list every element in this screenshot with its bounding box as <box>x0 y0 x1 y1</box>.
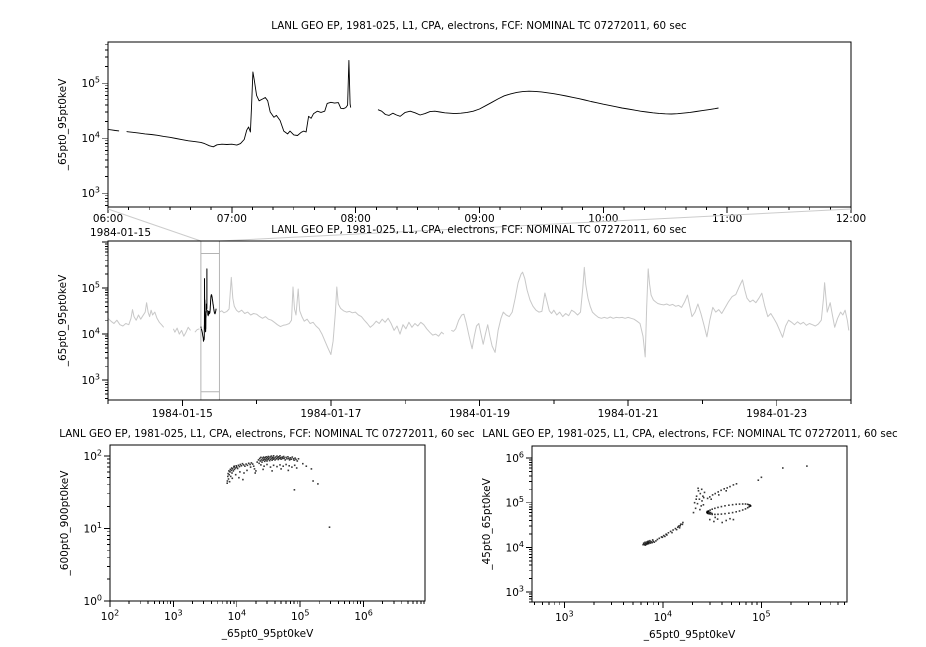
date-annotation: 1984-01-15 <box>90 227 151 239</box>
y-axis-label: _45pt0_65pt0keV <box>481 477 493 570</box>
x-axis-tick-label: 106 <box>354 609 372 624</box>
x-axis-tick-label: 09:00 <box>464 213 494 225</box>
plot-frame <box>107 41 852 208</box>
scatter-points <box>226 455 331 528</box>
x-axis-label: _65pt0_95pt0keV <box>643 629 736 641</box>
y-axis-label: _65pt0_95pt0keV <box>57 78 69 171</box>
x-axis-tick-label: 102 <box>101 609 119 624</box>
y-axis-tick-label: 104 <box>506 540 524 555</box>
x-axis-tick-label: 1984-01-21 <box>598 408 659 420</box>
y-axis-tick-label: 102 <box>84 448 102 463</box>
x-axis-tick-label: 104 <box>654 610 672 625</box>
y-axis-tick-label: 105 <box>506 495 524 510</box>
x-axis-tick-label: 12:00 <box>836 213 866 225</box>
y-axis-tick-label: 104 <box>82 327 100 342</box>
x-axis-tick-label: 06:00 <box>93 213 123 225</box>
y-axis-tick-label: 106 <box>506 451 524 466</box>
y-axis-label: _600pt0_900pt0keV <box>59 470 71 577</box>
chart-title: LANL GEO EP, 1981-025, L1, CPA, electron… <box>59 428 475 440</box>
scatter-points <box>642 465 808 546</box>
x-axis-tick-label: 105 <box>752 610 770 625</box>
x-axis-tick-label: 103 <box>555 610 573 625</box>
x-axis-tick-label: 104 <box>228 609 246 624</box>
y-axis-tick-label: 101 <box>84 521 102 536</box>
highlighted-interval-line <box>200 268 217 342</box>
chart-title: LANL GEO EP, 1981-025, L1, CPA, electron… <box>271 20 687 32</box>
selection-box[interactable] <box>200 240 220 401</box>
y-axis-tick-label: 100 <box>84 594 102 609</box>
plot-frame <box>109 444 426 602</box>
context-flux-line <box>107 266 850 358</box>
y-axis-tick-label: 103 <box>506 585 524 600</box>
y-axis-tick-label: 105 <box>82 76 100 91</box>
x-axis-tick-label: 105 <box>291 609 309 624</box>
y-axis-tick-label: 104 <box>82 131 100 146</box>
chart-title: LANL GEO EP, 1981-025, L1, CPA, electron… <box>271 224 687 236</box>
connector-left <box>107 208 202 242</box>
x-axis-tick-label: 1984-01-23 <box>746 408 807 420</box>
x-axis-tick-label: 1984-01-17 <box>300 408 361 420</box>
y-axis-label: _65pt0_95pt0keV <box>57 274 69 367</box>
x-axis-tick-label: 1984-01-15 <box>152 408 213 420</box>
x-axis-tick-label: 1984-01-19 <box>449 408 510 420</box>
y-axis-tick-label: 103 <box>82 186 100 201</box>
connector-right <box>219 208 852 242</box>
plot-frame <box>531 445 848 603</box>
x-axis-tick-label: 07:00 <box>217 213 247 225</box>
x-axis-tick-label: 08:00 <box>341 213 371 225</box>
x-axis-tick-label: 103 <box>164 609 182 624</box>
flux-line <box>107 59 719 148</box>
chart-title: LANL GEO EP, 1981-025, L1, CPA, electron… <box>482 428 898 440</box>
y-axis-tick-label: 103 <box>82 373 100 388</box>
x-axis-label: _65pt0_95pt0keV <box>221 628 314 640</box>
y-axis-tick-label: 105 <box>82 280 100 295</box>
